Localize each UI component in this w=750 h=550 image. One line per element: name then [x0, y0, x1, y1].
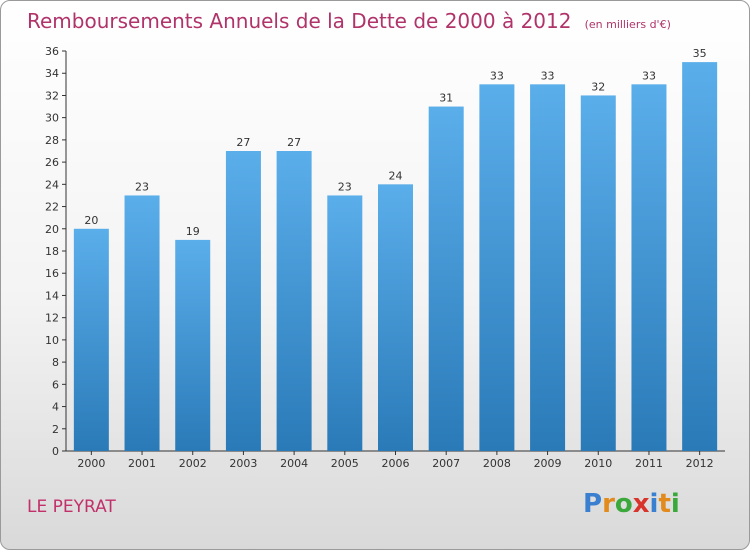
- x-tick-label: 2008: [483, 457, 511, 470]
- x-tick-label: 2011: [635, 457, 663, 470]
- logo-letter: P: [583, 489, 603, 519]
- bar: [530, 84, 566, 451]
- value-label: 31: [439, 92, 453, 105]
- value-label: 27: [287, 136, 301, 149]
- value-label: 23: [135, 180, 149, 193]
- logo-letter: i: [649, 489, 659, 519]
- logo-letter: r: [602, 489, 615, 519]
- x-tick-label: 2001: [128, 457, 156, 470]
- bar: [327, 195, 363, 451]
- bar: [428, 106, 464, 452]
- y-tick-label: 2: [52, 423, 59, 436]
- y-tick-label: 12: [45, 312, 59, 325]
- value-label: 33: [490, 69, 504, 82]
- bar: [682, 62, 718, 451]
- value-label: 33: [541, 69, 555, 82]
- bar: [580, 95, 616, 451]
- value-label: 19: [186, 225, 200, 238]
- x-tick-label: 2009: [534, 457, 562, 470]
- proxiti-logo: Proxiti: [583, 489, 680, 519]
- logo-letter: t: [658, 489, 671, 519]
- value-label: 27: [236, 136, 250, 149]
- y-tick-label: 36: [45, 45, 59, 58]
- logo-letter: x: [632, 489, 650, 519]
- y-tick-label: 32: [45, 89, 59, 102]
- x-tick-label: 2010: [584, 457, 612, 470]
- bar: [276, 151, 312, 451]
- y-tick-label: 22: [45, 201, 59, 214]
- y-tick-label: 0: [52, 445, 59, 458]
- y-tick-label: 28: [45, 134, 59, 147]
- logo-letter: o: [614, 489, 633, 519]
- value-label: 32: [591, 80, 605, 93]
- value-label: 35: [693, 47, 707, 60]
- x-tick-label: 2000: [77, 457, 105, 470]
- bar: [73, 228, 109, 451]
- title-text: Remboursements Annuels de la Dette de 20…: [27, 9, 572, 33]
- x-tick-label: 2004: [280, 457, 308, 470]
- bar: [378, 184, 413, 452]
- x-tick-label: 2007: [432, 457, 460, 470]
- bar: [631, 84, 667, 451]
- y-tick-label: 24: [45, 178, 59, 191]
- y-tick-label: 6: [52, 378, 59, 391]
- x-tick-label: 2002: [179, 457, 207, 470]
- x-tick-label: 2003: [229, 457, 257, 470]
- y-tick-label: 34: [45, 67, 59, 80]
- y-tick-label: 14: [45, 289, 59, 302]
- y-tick-label: 30: [45, 112, 59, 125]
- x-tick-label: 2012: [686, 457, 714, 470]
- bar: [479, 84, 515, 451]
- x-tick-label: 2006: [382, 457, 410, 470]
- commune-name: LE PEYRAT: [27, 497, 116, 517]
- value-label: 23: [338, 180, 352, 193]
- y-tick-label: 20: [45, 223, 59, 236]
- y-tick-label: 8: [52, 356, 59, 369]
- y-tick-label: 4: [52, 401, 59, 414]
- value-label: 24: [389, 169, 403, 182]
- bar: [175, 239, 211, 451]
- value-label: 33: [642, 69, 656, 82]
- y-tick-label: 18: [45, 245, 59, 258]
- bar: [225, 151, 261, 451]
- logo-letter: i: [670, 489, 680, 519]
- y-tick-label: 26: [45, 156, 59, 169]
- chart-title: Remboursements Annuels de la Dette de 20…: [27, 9, 671, 33]
- unit-text: (en milliers d'€): [584, 18, 671, 31]
- y-tick-label: 16: [45, 267, 59, 280]
- value-label: 20: [84, 214, 98, 227]
- x-tick-label: 2005: [331, 457, 359, 470]
- bar: [124, 195, 160, 451]
- y-tick-label: 10: [45, 334, 59, 347]
